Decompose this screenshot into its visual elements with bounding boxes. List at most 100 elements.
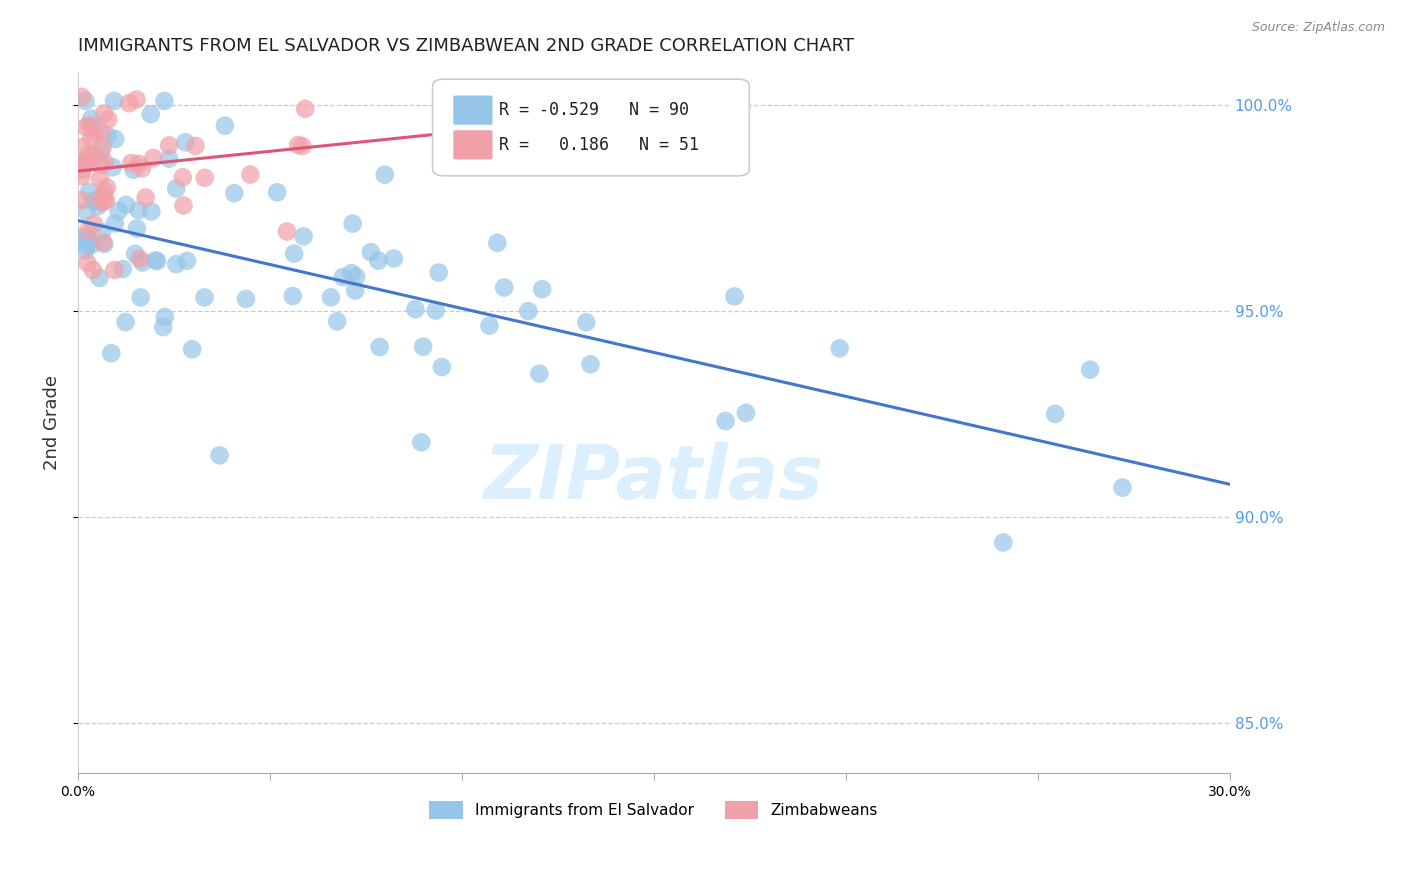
Point [76, 238, 98, 252]
Point [723, 289, 745, 303]
Point [115, 198, 138, 212]
Point [125, 93, 148, 107]
Point [122, 162, 145, 177]
Point [83, 148, 105, 162]
Point [478, 318, 501, 333]
Point [90, 158, 112, 172]
Point [114, 315, 136, 329]
Y-axis label: 2nd Grade: 2nd Grade [44, 375, 60, 470]
Point [75, 120, 97, 135]
Point [294, 102, 316, 116]
Point [89, 270, 111, 285]
Point [129, 290, 152, 304]
Point [404, 302, 426, 317]
Point [165, 257, 187, 271]
Point [96, 180, 118, 194]
Point [104, 216, 127, 230]
Point [128, 157, 150, 171]
Point [193, 290, 215, 304]
Point [83, 217, 105, 231]
Text: Source: ZipAtlas.com: Source: ZipAtlas.com [1251, 21, 1385, 34]
Point [70, 169, 93, 184]
Point [176, 253, 198, 268]
Point [93, 236, 115, 251]
Point [181, 343, 204, 357]
Point [529, 367, 551, 381]
Point [75, 230, 97, 244]
Text: R = -0.529   N = 90: R = -0.529 N = 90 [499, 101, 689, 120]
Point [276, 225, 298, 239]
Point [411, 435, 433, 450]
Point [214, 119, 236, 133]
Point [239, 168, 262, 182]
Point [80, 154, 103, 169]
Point [70, 194, 93, 208]
Point [93, 192, 115, 206]
Point [103, 263, 125, 277]
Text: ZIPatlas: ZIPatlas [484, 442, 824, 515]
Point [131, 161, 153, 176]
Point [77, 185, 100, 199]
Text: IMMIGRANTS FROM EL SALVADOR VS ZIMBABWEAN 2ND GRADE CORRELATION CHART: IMMIGRANTS FROM EL SALVADOR VS ZIMBABWEA… [77, 37, 853, 55]
Point [90, 190, 112, 204]
Point [291, 139, 314, 153]
FancyBboxPatch shape [453, 95, 492, 125]
Point [157, 152, 180, 166]
Point [1043, 407, 1066, 421]
Point [714, 414, 737, 428]
Point [993, 535, 1015, 549]
Point [87, 199, 110, 213]
Point [517, 304, 540, 318]
Point [91, 195, 114, 210]
Point [319, 290, 342, 304]
Point [72, 162, 94, 177]
Point [91, 139, 114, 153]
Point [579, 357, 602, 371]
Point [75, 94, 97, 108]
Point [70, 158, 93, 172]
Point [139, 107, 162, 121]
Point [91, 235, 114, 250]
Point [141, 204, 163, 219]
Point [77, 147, 100, 161]
Point [76, 204, 98, 219]
Point [344, 284, 367, 298]
Point [194, 170, 217, 185]
Point [82, 120, 104, 134]
Point [172, 170, 194, 185]
Point [1111, 481, 1133, 495]
Point [368, 340, 391, 354]
Point [208, 448, 231, 462]
Point [75, 229, 97, 244]
Point [153, 310, 176, 324]
Point [93, 106, 115, 120]
Point [142, 151, 165, 165]
Point [287, 138, 309, 153]
Point [153, 94, 176, 108]
Point [172, 198, 194, 212]
Point [125, 221, 148, 235]
Point [70, 90, 93, 104]
Point [111, 262, 134, 277]
Point [76, 157, 98, 171]
Point [94, 194, 117, 208]
Text: R =   0.186   N = 51: R = 0.186 N = 51 [499, 136, 699, 153]
Point [107, 204, 129, 219]
Point [128, 203, 150, 218]
Point [97, 112, 120, 127]
Point [90, 125, 112, 139]
Point [75, 155, 97, 169]
Point [146, 254, 169, 268]
Point [83, 194, 105, 208]
Point [128, 252, 150, 266]
Point [412, 340, 434, 354]
Point [80, 237, 103, 252]
Point [494, 280, 516, 294]
Point [292, 229, 315, 244]
Point [486, 235, 509, 250]
Point [118, 96, 141, 111]
Point [75, 156, 97, 170]
Point [342, 217, 364, 231]
Point [104, 132, 127, 146]
Point [90, 145, 112, 159]
